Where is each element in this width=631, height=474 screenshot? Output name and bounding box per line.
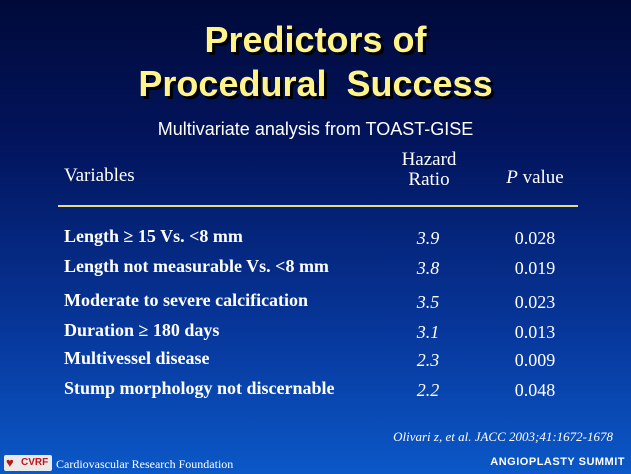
title-line-2: Procedural Success [138, 63, 493, 104]
header-hazard-line2: Ratio [408, 169, 450, 190]
slide-title: Predictors of Procedural Success [0, 18, 631, 106]
logo-text: CVRF [21, 457, 49, 468]
row-hazard-ratio: 2.3 [416, 350, 440, 370]
row-p-value: 0.048 [514, 380, 556, 400]
table-row: Length not measurable Vs. <8 mm 3.8 0.01… [0, 256, 631, 284]
cvrf-logo: ♥ CVRF [4, 455, 52, 471]
row-p-value: 0.023 [514, 292, 556, 312]
row-variable: Multivessel disease [64, 348, 210, 368]
row-hazard-ratio: 3.1 [416, 322, 440, 342]
row-p-value: 0.019 [514, 258, 556, 278]
header-divider [58, 205, 578, 207]
header-hazard-line1: Hazard [401, 149, 457, 170]
summit-name: ANGIOPLASTY SUMMIT [490, 456, 625, 468]
table-row: Moderate to severe calcification 3.5 0.0… [0, 290, 631, 318]
heart-icon: ♥ [6, 455, 14, 470]
row-variable: Length not measurable Vs. <8 mm [64, 256, 329, 276]
title-line-1: Predictors of [204, 19, 427, 60]
header-hazard-ratio: Hazard Ratio [390, 150, 468, 190]
citation: Olivari z, et al. JACC 2003;41:1672-1678 [393, 429, 613, 444]
row-hazard-ratio: 3.8 [416, 258, 440, 278]
table-row: Duration ≥ 180 days 3.1 0.013 [0, 320, 631, 348]
header-p-value: P value [498, 167, 572, 189]
row-variable: Length ≥ 15 Vs. <8 mm [64, 226, 243, 246]
row-hazard-ratio: 2.2 [416, 380, 440, 400]
row-hazard-ratio: 3.5 [416, 292, 440, 312]
row-p-value: 0.009 [514, 350, 556, 370]
row-hazard-ratio: 3.9 [416, 228, 440, 248]
table-row: Multivessel disease 2.3 0.009 [0, 348, 631, 376]
table-row: Length ≥ 15 Vs. <8 mm 3.9 0.028 [0, 226, 631, 254]
header-variables: Variables [64, 165, 135, 186]
row-p-value: 0.013 [514, 322, 556, 342]
row-p-value: 0.028 [514, 228, 556, 248]
header-p-italic: P [506, 167, 518, 188]
row-variable: Stump morphology not discernable [64, 378, 335, 398]
row-variable: Duration ≥ 180 days [64, 320, 220, 340]
table-row: Stump morphology not discernable 2.2 0.0… [0, 378, 631, 406]
footer: ♥ CVRF Cardiovascular Research Foundatio… [0, 453, 631, 474]
header-p-rest: value [517, 167, 564, 188]
slide-subtitle: Multivariate analysis from TOAST-GISE [157, 119, 474, 139]
row-variable: Moderate to severe calcification [64, 290, 309, 310]
foundation-name: Cardiovascular Research Foundation [56, 457, 234, 471]
